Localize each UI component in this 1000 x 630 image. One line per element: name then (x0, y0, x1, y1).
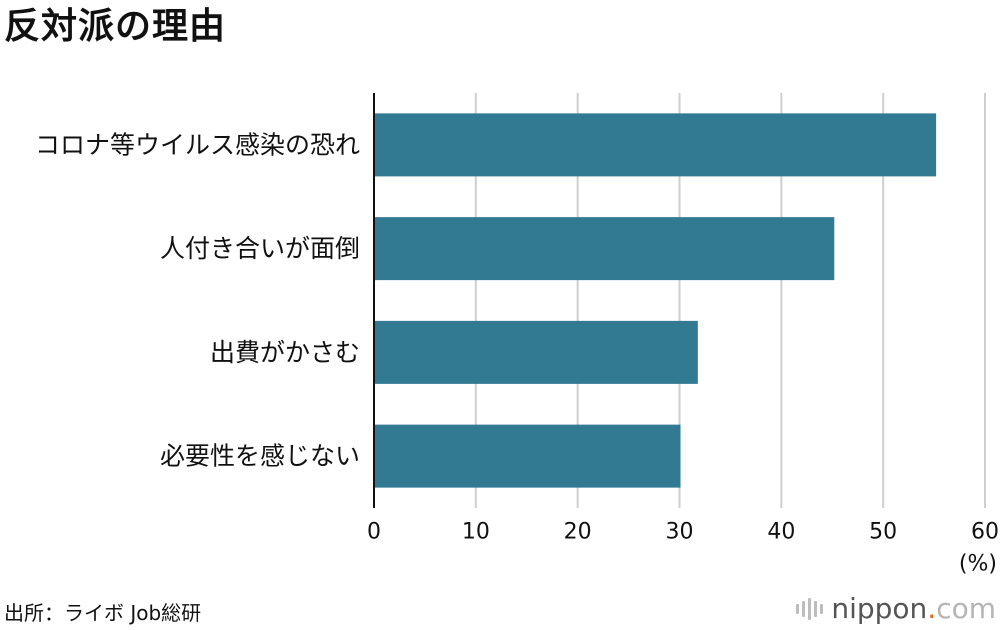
logo-bars-icon (796, 598, 824, 620)
x-tick-label: 10 (462, 520, 490, 545)
category-label: 必要性を感じない (160, 442, 360, 471)
bar (374, 217, 835, 281)
bar (374, 320, 698, 384)
brand-dot: . (927, 592, 937, 625)
brand-name: nippon (831, 592, 928, 625)
brand-suffix: com (936, 592, 996, 625)
source-note: 出所：ライボ Job総研 (4, 601, 202, 625)
bar (374, 424, 681, 488)
x-tick-label: 60 (971, 520, 999, 545)
x-tick-label: 40 (767, 520, 795, 545)
chart-title: 反対派の理由 (4, 6, 227, 47)
x-tick-label: 20 (564, 520, 592, 545)
category-label: 出費がかさむ (210, 338, 360, 367)
x-tick-label: 0 (367, 520, 381, 545)
bar (374, 113, 937, 177)
x-tick-label: 50 (869, 520, 897, 545)
x-tick-label: 30 (666, 520, 694, 545)
category-label: コロナ等ウイルス感染の恐れ (35, 130, 360, 159)
category-label: 人付き合いが面倒 (160, 234, 360, 263)
nippon-logo: nippon.com (796, 592, 996, 626)
x-unit-label: (%) (959, 552, 997, 577)
